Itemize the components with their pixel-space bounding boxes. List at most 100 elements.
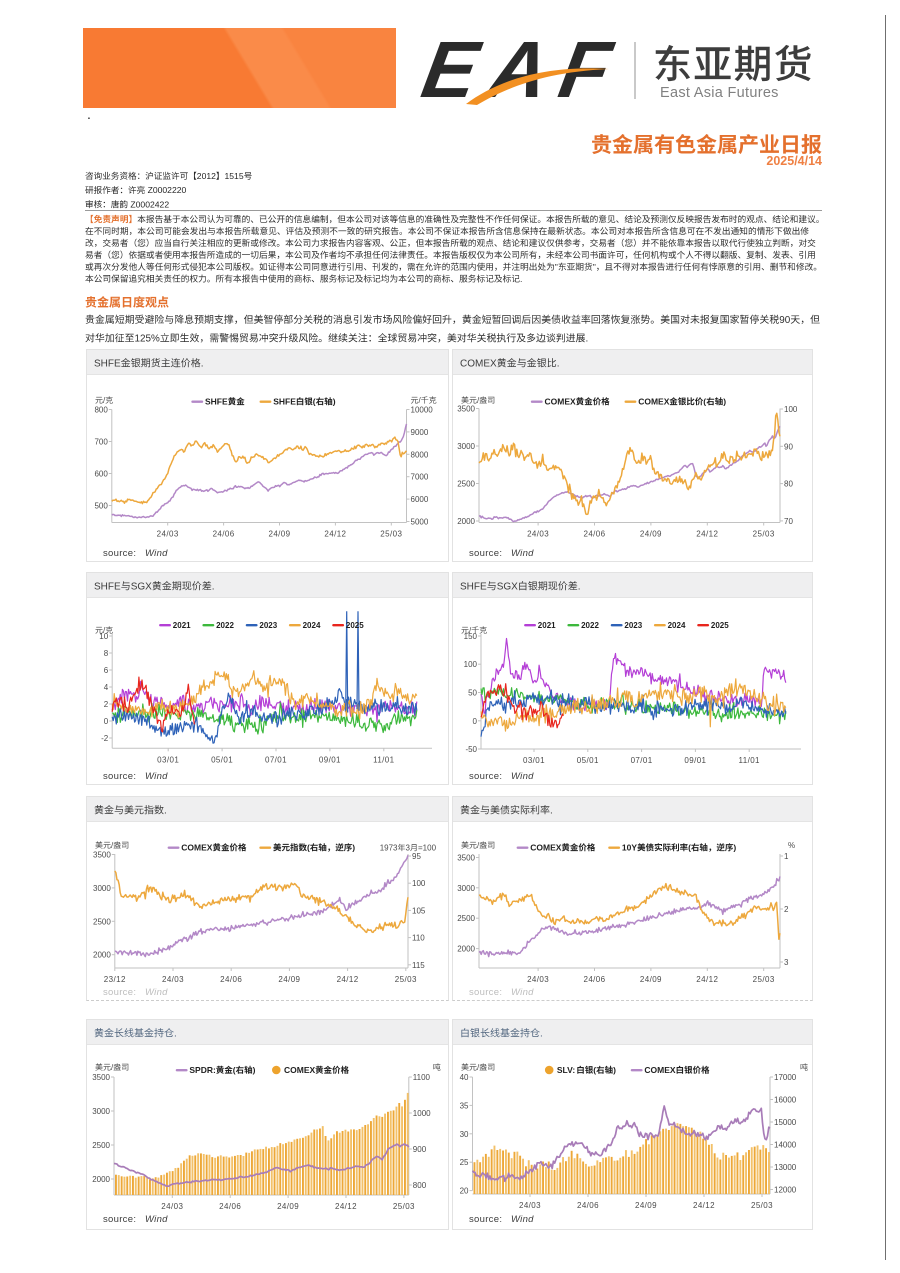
- svg-text:125%: 125%: [135, 334, 160, 345]
- svg-text:24/12: 24/12: [692, 1201, 714, 1210]
- svg-text:.: .: [540, 1029, 543, 1040]
- svg-text:SHFE: SHFE: [460, 582, 487, 593]
- svg-text:700: 700: [94, 438, 108, 447]
- svg-text:10: 10: [99, 632, 108, 641]
- svg-text:2024: 2024: [302, 621, 320, 630]
- svg-text:2: 2: [784, 905, 789, 914]
- svg-text:12000: 12000: [774, 1186, 797, 1195]
- svg-text:%: %: [788, 841, 795, 850]
- svg-text:17000: 17000: [774, 1073, 797, 1082]
- svg-text:2025: 2025: [710, 621, 728, 630]
- svg-text:25/03: 25/03: [752, 530, 774, 539]
- svg-text:3000: 3000: [93, 884, 111, 893]
- svg-text:11/01: 11/01: [373, 755, 395, 764]
- svg-text:COMEX: COMEX: [181, 843, 213, 853]
- svg-text:Wind: Wind: [511, 987, 534, 998]
- svg-text:COMEX: COMEX: [638, 397, 670, 407]
- svg-text:-2: -2: [101, 734, 109, 743]
- svg-text:Wind: Wind: [145, 548, 168, 559]
- svg-text:/: /: [469, 626, 472, 635]
- svg-text:2: 2: [103, 700, 108, 709]
- svg-text:2023: 2023: [259, 621, 277, 630]
- svg-text:.: .: [577, 582, 580, 593]
- svg-text:24/03: 24/03: [156, 530, 178, 539]
- svg-text:5000: 5000: [410, 518, 428, 527]
- svg-text:SHFE: SHFE: [273, 397, 296, 407]
- svg-text:0: 0: [103, 717, 108, 726]
- svg-text:Wind: Wind: [511, 1214, 534, 1225]
- svg-text:source:: source:: [103, 987, 136, 998]
- svg-text:2021: 2021: [537, 621, 555, 630]
- svg-text:4: 4: [103, 683, 108, 692]
- svg-text:1000: 1000: [412, 1109, 430, 1118]
- svg-text:13000: 13000: [774, 1163, 797, 1172]
- svg-text:800: 800: [94, 406, 108, 415]
- svg-text:3: 3: [405, 844, 410, 853]
- svg-text:): ): [723, 397, 726, 407]
- svg-text:SPDR:: SPDR:: [189, 1065, 216, 1075]
- svg-text:24/09: 24/09: [277, 1202, 299, 1211]
- svg-text:): ): [352, 843, 355, 853]
- svg-text:07/01: 07/01: [630, 756, 652, 765]
- svg-text:24/12: 24/12: [696, 530, 718, 539]
- svg-text:16000: 16000: [774, 1096, 797, 1105]
- svg-text:): ): [332, 397, 335, 407]
- svg-text:23/12: 23/12: [103, 975, 125, 984]
- svg-text:24/03: 24/03: [527, 975, 549, 984]
- svg-text:/: /: [418, 396, 421, 405]
- svg-text:800: 800: [412, 1181, 426, 1190]
- svg-text:.: .: [164, 806, 167, 817]
- svg-text:24/06: 24/06: [583, 530, 605, 539]
- svg-text:2500: 2500: [92, 1141, 110, 1150]
- svg-text:(: (: [593, 1065, 596, 1075]
- svg-text:(: (: [312, 397, 315, 407]
- svg-text:2024: 2024: [667, 621, 685, 630]
- svg-text:03/01: 03/01: [522, 756, 544, 765]
- svg-text:8: 8: [103, 649, 108, 658]
- svg-text:2000: 2000: [92, 1175, 110, 1184]
- svg-text:Wind: Wind: [145, 771, 168, 782]
- svg-text:Wind: Wind: [145, 987, 168, 998]
- svg-text:150: 150: [463, 632, 477, 641]
- svg-text:COMEX: COMEX: [284, 1065, 316, 1075]
- svg-text:24/03: 24/03: [161, 975, 183, 984]
- svg-text:6: 6: [103, 666, 108, 675]
- svg-text:90: 90: [784, 442, 793, 451]
- svg-text:15000: 15000: [774, 1118, 797, 1127]
- svg-text:2025: 2025: [345, 621, 363, 630]
- svg-text:40: 40: [459, 1073, 468, 1082]
- svg-text:24/06: 24/06: [583, 975, 605, 984]
- svg-text:source:: source:: [469, 987, 502, 998]
- svg-text:East Asia Futures: East Asia Futures: [660, 85, 779, 101]
- svg-text:09/01: 09/01: [684, 756, 706, 765]
- svg-text:.: .: [586, 334, 589, 345]
- svg-text:2025/4/14: 2025/4/14: [766, 154, 822, 168]
- svg-text:105: 105: [412, 906, 426, 915]
- svg-text:source:: source:: [103, 548, 136, 559]
- svg-text:09/01: 09/01: [318, 755, 340, 764]
- svg-text:25/03: 25/03: [380, 530, 402, 539]
- svg-text:source:: source:: [469, 1214, 502, 1225]
- svg-text:05/01: 05/01: [576, 756, 598, 765]
- svg-text:1515: 1515: [225, 171, 244, 181]
- svg-text:50: 50: [468, 689, 477, 698]
- svg-text:2022: 2022: [581, 621, 599, 630]
- svg-text:.: .: [211, 582, 214, 593]
- svg-text:100: 100: [784, 405, 798, 414]
- svg-text:): ): [252, 1065, 255, 1075]
- svg-text:2500: 2500: [457, 480, 475, 489]
- svg-text:1100: 1100: [412, 1073, 430, 1082]
- svg-text:6000: 6000: [410, 495, 428, 504]
- svg-text:SLV:: SLV:: [556, 1065, 574, 1075]
- svg-text:25/03: 25/03: [752, 975, 774, 984]
- svg-text:14000: 14000: [774, 1141, 797, 1150]
- svg-text:500: 500: [94, 502, 108, 511]
- svg-text:10Y: 10Y: [621, 843, 636, 853]
- svg-text:source:: source:: [469, 548, 502, 559]
- svg-text:900: 900: [412, 1145, 426, 1154]
- svg-text:/: /: [477, 841, 480, 850]
- svg-text:(: (: [307, 843, 310, 853]
- svg-text:-50: -50: [465, 745, 477, 754]
- svg-text:03/01: 03/01: [157, 755, 179, 764]
- svg-text:/: /: [477, 1063, 480, 1072]
